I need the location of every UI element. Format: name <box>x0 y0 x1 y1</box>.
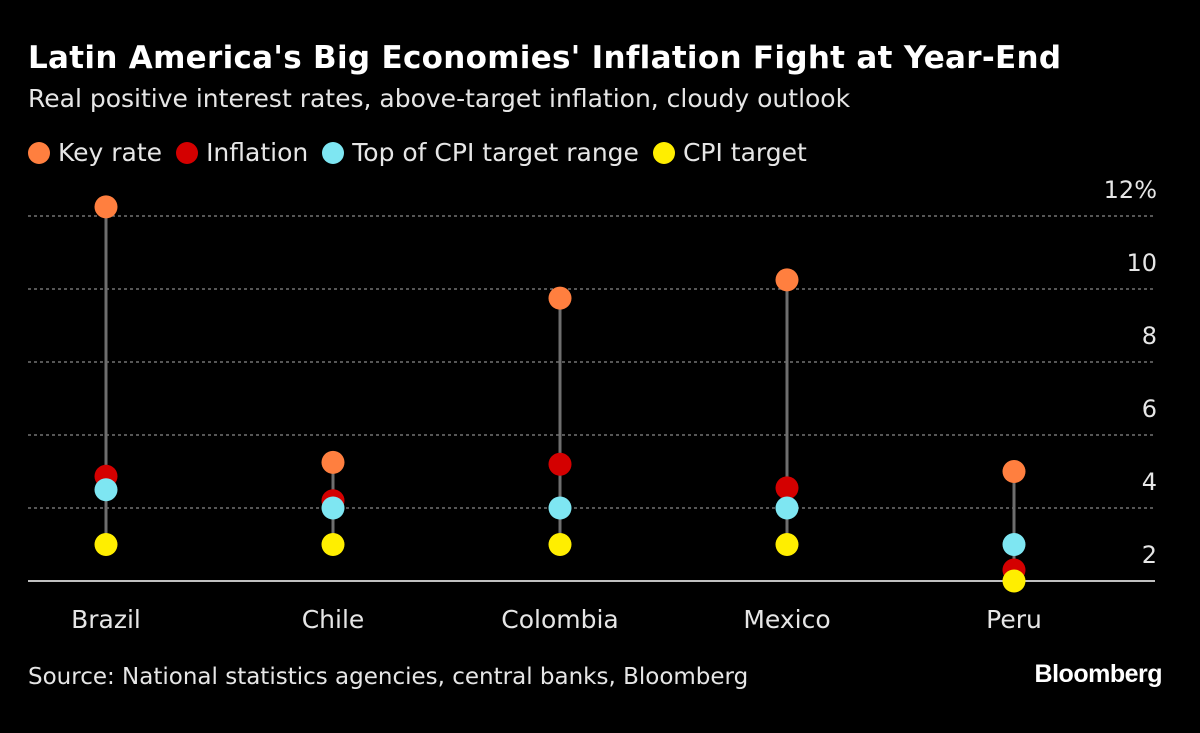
legend-swatch <box>28 141 50 164</box>
legend-label: CPI target <box>682 138 807 167</box>
legend-label: Key rate <box>58 138 163 167</box>
legend-item: CPI target <box>652 138 807 167</box>
data-point-top-of-cpi-target-range <box>94 478 118 502</box>
data-point-cpi-target <box>321 533 345 556</box>
x-tick-label: Peru <box>986 605 1042 634</box>
y-tick-label: 2 <box>1142 541 1157 569</box>
data-point-top-of-cpi-target-range <box>548 496 572 520</box>
y-tick-label: 10 <box>1126 249 1157 277</box>
legend-item: Inflation <box>176 138 308 167</box>
x-tick-label: Mexico <box>743 605 830 634</box>
legend-swatch <box>322 141 345 164</box>
y-tick-label: 6 <box>1142 395 1157 423</box>
data-point-top-of-cpi-target-range <box>775 496 799 520</box>
data-point-key-rate <box>548 286 572 310</box>
data-point-key-rate <box>321 450 345 474</box>
x-tick-label: Brazil <box>71 605 141 634</box>
data-point-inflation <box>548 452 572 476</box>
y-tick-label: 12% <box>1104 176 1157 204</box>
data-point-key-rate <box>775 268 799 292</box>
data-point-cpi-target <box>94 533 118 556</box>
data-point-cpi-target <box>548 533 572 556</box>
chart-subtitle: Real positive interest rates, above-targ… <box>28 84 851 113</box>
data-point-key-rate <box>94 195 118 219</box>
legend-swatch <box>176 141 199 164</box>
chart-title: Latin America's Big Economies' Inflation… <box>28 40 1062 76</box>
y-tick-label: 4 <box>1142 468 1157 496</box>
source-note: Source: National statistics agencies, ce… <box>28 664 749 690</box>
legend-item: Top of CPI target range <box>322 138 639 167</box>
legend: Key rate Inflation Top of CPI target range… <box>28 138 821 167</box>
data-point-inflation <box>775 476 799 500</box>
legend-swatch <box>652 141 675 164</box>
legend-label: Top of CPI target range <box>352 138 639 167</box>
bloomberg-logo: Bloomberg <box>1034 660 1163 688</box>
y-tick-label: 8 <box>1142 322 1157 350</box>
data-point-key-rate <box>1002 460 1026 483</box>
legend-item: Key rate <box>28 138 162 167</box>
data-point-cpi-target <box>775 533 799 556</box>
data-point-top-of-cpi-target-range <box>321 496 345 520</box>
data-point-cpi-target <box>1002 569 1026 593</box>
legend-label: Inflation <box>206 138 309 167</box>
x-tick-label: Chile <box>302 605 365 634</box>
data-point-top-of-cpi-target-range <box>1002 533 1026 556</box>
x-tick-label: Colombia <box>501 605 618 634</box>
